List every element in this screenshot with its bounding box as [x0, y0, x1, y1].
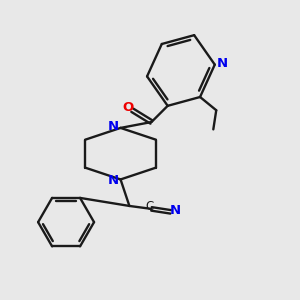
Text: O: O [122, 101, 134, 114]
Text: C: C [146, 200, 154, 213]
Text: N: N [108, 174, 119, 188]
Text: N: N [169, 204, 181, 217]
Text: N: N [217, 57, 228, 70]
Text: N: N [108, 120, 119, 133]
